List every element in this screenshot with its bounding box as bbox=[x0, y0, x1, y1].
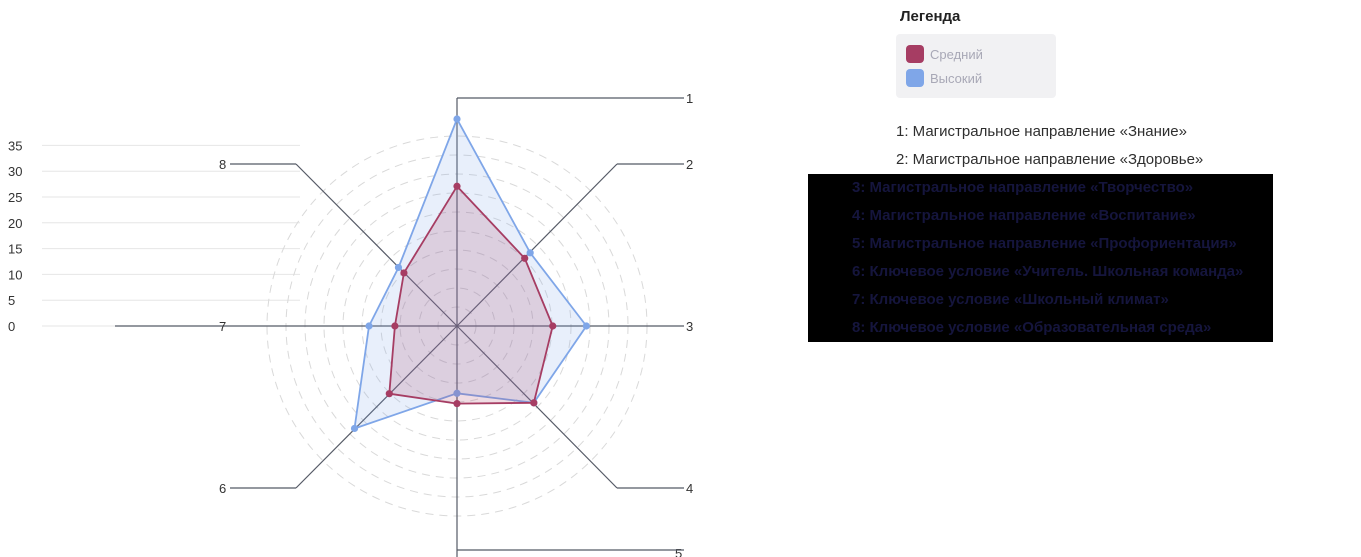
axis-legend-list: 1: Магистральное направление «Знание» 2:… bbox=[808, 118, 1273, 342]
axis-legend-item-5: 5: Магистральное направление «Профориент… bbox=[852, 235, 1237, 252]
series-point-sredniy-8 bbox=[400, 269, 408, 277]
axis-legend-item-7: 7: Ключевое условие «Школьный климат» bbox=[852, 291, 1169, 308]
series-point-sredniy-7 bbox=[391, 322, 399, 330]
y-tick-label-10: 10 bbox=[8, 267, 22, 282]
axis-legend-item-4: 4: Магистральное направление «Воспитание… bbox=[852, 207, 1196, 224]
series-point-vysokiy-5 bbox=[453, 389, 461, 397]
redacted-block: 3: Магистральное направление «Творчество… bbox=[808, 174, 1273, 342]
axis-legend-item-3: 3: Магистральное направление «Творчество… bbox=[852, 179, 1194, 196]
legend-item-sredniy[interactable]: Средний bbox=[906, 42, 1046, 66]
radar-axis-label-3: 3 bbox=[686, 319, 693, 334]
y-tick-label-0: 0 bbox=[8, 319, 15, 334]
radar-axis-label-1: 1 bbox=[686, 91, 693, 106]
series-point-vysokiy-2 bbox=[526, 249, 534, 257]
y-tick-label-5: 5 bbox=[8, 293, 15, 308]
series-point-sredniy-1 bbox=[453, 182, 461, 190]
radar-axis-label-5: 5 bbox=[675, 546, 682, 557]
radar-axis-label-7: 7 bbox=[219, 319, 226, 334]
legend-label-vysokiy: Высокий bbox=[930, 70, 983, 86]
series-point-sredniy-5 bbox=[453, 400, 461, 408]
series-area-sredniy bbox=[388, 184, 554, 405]
series-point-vysokiy-1 bbox=[453, 115, 461, 123]
legend-swatch-vysokiy bbox=[906, 69, 924, 87]
axis-legend-item-8: 8: Ключевое условие «Образовательная сре… bbox=[852, 319, 1212, 336]
radar-axis-label-6: 6 bbox=[219, 481, 226, 496]
legend-swatch-sredniy bbox=[906, 45, 924, 63]
series-point-vysokiy-7 bbox=[365, 322, 373, 330]
radar-axis-4 bbox=[456, 325, 618, 489]
series-point-vysokiy-8 bbox=[394, 263, 403, 272]
series-point-sredniy-2 bbox=[521, 254, 529, 262]
legend-title: Легенда bbox=[900, 8, 961, 25]
series-point-sredniy-6 bbox=[385, 390, 393, 398]
radar-axis-label-2: 2 bbox=[686, 157, 693, 172]
radar-chart: 0 5 10 15 20 25 30 35 1 2 3 4 5 6 7 8 bbox=[8, 91, 693, 557]
y-tick-label-20: 20 bbox=[8, 216, 22, 231]
radar-axis-8 bbox=[295, 163, 458, 327]
legend: Легенда Средний Высокий bbox=[896, 8, 1056, 98]
series-point-vysokiy-6 bbox=[350, 424, 359, 433]
legend-series: Средний Высокий bbox=[896, 34, 1056, 98]
y-tick-label-25: 25 bbox=[8, 190, 22, 205]
radar-axis-label-8: 8 bbox=[219, 157, 226, 172]
radar-axis-6 bbox=[295, 325, 458, 489]
radar-axis-2 bbox=[456, 163, 618, 327]
y-tick-label-35: 35 bbox=[8, 138, 22, 153]
series-point-vysokiy-3 bbox=[582, 322, 590, 330]
series-point-sredniy-4 bbox=[530, 399, 538, 407]
series-point-sredniy-3 bbox=[549, 322, 557, 330]
y-tick-label-15: 15 bbox=[8, 242, 22, 257]
legend-item-vysokiy[interactable]: Высокий bbox=[906, 66, 1046, 90]
y-tick-label-30: 30 bbox=[8, 164, 22, 179]
axis-legend-item-2: 2: Магистральное направление «Здоровье» bbox=[896, 151, 1204, 168]
axis-legend-item-6: 6: Ключевое условие «Учитель. Школьная к… bbox=[852, 263, 1244, 280]
radar-axis-label-4: 4 bbox=[686, 481, 693, 496]
axis-legend-item-1: 1: Магистральное направление «Знание» bbox=[896, 123, 1187, 140]
legend-label-sredniy: Средний bbox=[930, 46, 983, 62]
